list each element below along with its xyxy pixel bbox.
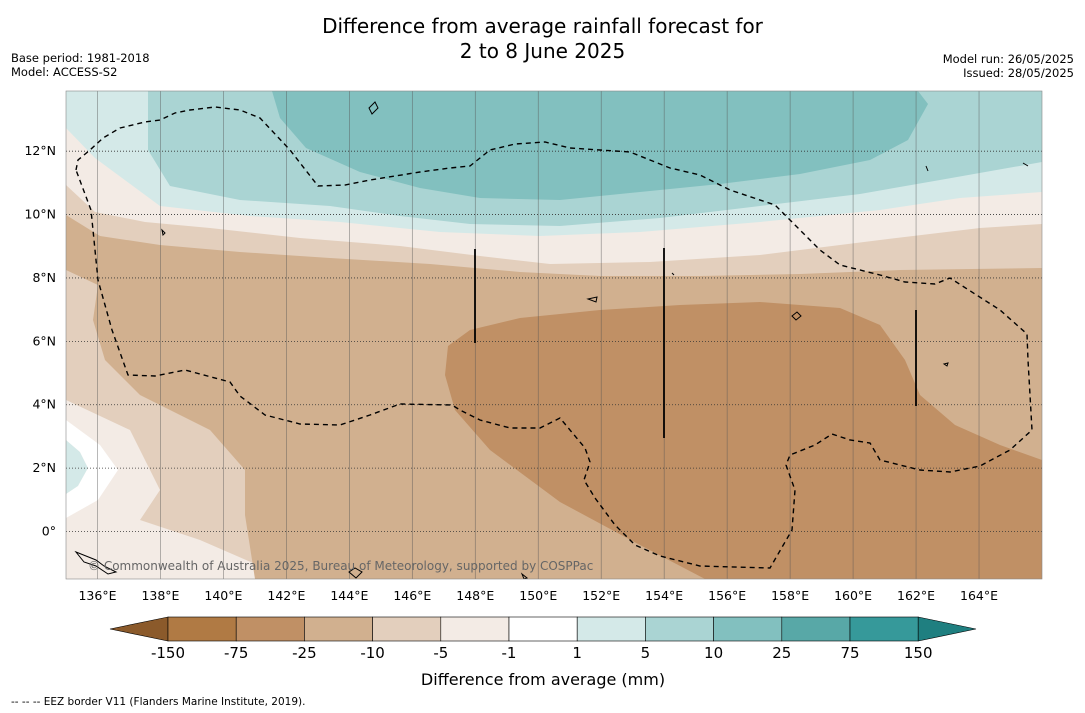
eez-border-palau-fsm — [75, 106, 1033, 569]
lon-tick-label: 160°E — [834, 588, 872, 603]
lat-tick-label: 0° — [42, 523, 56, 538]
colorbar-segment — [304, 616, 373, 642]
lat-tick-label: 6°N — [32, 333, 56, 348]
colorbar-tick-label: 150 — [904, 644, 933, 662]
map-frame — [65, 90, 1043, 580]
island-guam — [368, 101, 379, 115]
colorbar-extend-high — [917, 616, 977, 642]
island-kosrae — [942, 362, 949, 367]
colorbar-tick-label: -25 — [292, 644, 317, 662]
lon-tick-label: 136°E — [78, 588, 116, 603]
lon-tick-label: 150°E — [519, 588, 557, 603]
title-line-1: Difference from average rainfall forecas… — [322, 14, 763, 38]
lon-tick-label: 148°E — [456, 588, 494, 603]
title-line-2: 2 to 8 June 2025 — [459, 39, 626, 63]
lon-tick-label: 164°E — [960, 588, 998, 603]
island-small-a — [161, 228, 166, 237]
colorbar-segment — [440, 616, 510, 642]
lat-tick-label: 4°N — [32, 397, 56, 412]
colorbar-segment — [645, 616, 714, 642]
colorbar-tick-label: -150 — [151, 644, 185, 662]
colorbar-tick-label: -10 — [360, 644, 385, 662]
band-plus10 — [272, 91, 928, 200]
colorbar-tick-label: 1 — [572, 644, 582, 662]
colorbar-segment — [372, 616, 442, 642]
colorbar-segment — [576, 616, 646, 642]
lat-tick-label: 2°N — [32, 460, 56, 475]
lon-tick-label: 162°E — [897, 588, 935, 603]
model-info: Base period: 1981-2018 Model: ACCESS-S2 — [11, 51, 150, 79]
colorbar-legend: -150 -75 -25 -10 -5 -1 1 5 10 25 75 150 — [109, 616, 977, 662]
issued-label: Issued: 28/05/2025 — [963, 66, 1074, 80]
band-plus1-southwest — [66, 440, 88, 494]
colorbar-segment — [849, 616, 919, 642]
model-label: Model: ACCESS-S2 — [11, 65, 118, 79]
eez-border-footnote: -- -- -- EEZ border V11 (Flanders Marine… — [11, 696, 306, 708]
lon-tick-label: 140°E — [204, 588, 242, 603]
lon-tick-label: 144°E — [330, 588, 368, 603]
colorbar-segment — [781, 616, 851, 642]
island-small-c — [348, 567, 363, 579]
legend-title: Difference from average (mm) — [421, 670, 665, 689]
lon-tick-label: 138°E — [141, 588, 179, 603]
colorbar-segment — [167, 616, 237, 642]
colorbar-extend-low — [109, 616, 169, 642]
lon-tick-label: 158°E — [771, 588, 809, 603]
lat-tick-label: 10°N — [24, 207, 56, 222]
island-small-e — [1022, 162, 1029, 167]
base-period-label: Base period: 1981-2018 — [11, 51, 150, 65]
island-pohnpei — [791, 311, 802, 321]
chart-title: Difference from average rainfall forecas… — [0, 14, 1085, 64]
band-minus1-southwest — [66, 420, 118, 518]
colorbar-tick-label: -75 — [224, 644, 249, 662]
colorbar-segment — [508, 616, 578, 642]
island-small-b — [671, 272, 675, 276]
map-field — [66, 91, 1042, 579]
lon-tick-label: 146°E — [393, 588, 431, 603]
copyright-notice: © Commonwealth of Australia 2025, Bureau… — [88, 559, 593, 573]
band-minus75 — [445, 302, 1042, 579]
latitude-gridlines — [66, 150, 1042, 532]
latitude-labels: 0° 2°N 4°N 6°N 8°N 10°N 12°N — [24, 143, 56, 538]
lat-tick-label: 12°N — [24, 143, 56, 158]
lon-tick-label: 152°E — [582, 588, 620, 603]
island-small-f — [925, 165, 929, 172]
lon-tick-label: 142°E — [267, 588, 305, 603]
colorbar-tick-label: 10 — [704, 644, 723, 662]
run-info: Model run: 26/05/2025 Issued: 28/05/2025 — [943, 52, 1074, 80]
colorbar-tick-label: 5 — [641, 644, 651, 662]
colorbar-tick-label: -1 — [502, 644, 517, 662]
lon-tick-label: 154°E — [645, 588, 683, 603]
lat-tick-label: 8°N — [32, 270, 56, 285]
colorbar-tick-label: -5 — [433, 644, 448, 662]
island-chuuk — [586, 296, 598, 303]
colorbar-tick-label: 25 — [772, 644, 791, 662]
island-outlines — [74, 101, 1029, 579]
longitude-labels: 136°E 138°E 140°E 142°E 144°E 146°E 148°E 150°E… — [78, 588, 998, 603]
model-run-label: Model run: 26/05/2025 — [942, 52, 1074, 66]
lon-tick-label: 156°E — [708, 588, 746, 603]
island-small-d — [520, 572, 529, 579]
colorbar-segment — [713, 616, 783, 642]
island-new-guinea-coast — [74, 550, 118, 575]
colorbar-segment — [235, 616, 305, 642]
colorbar-tick-label: 75 — [840, 644, 859, 662]
